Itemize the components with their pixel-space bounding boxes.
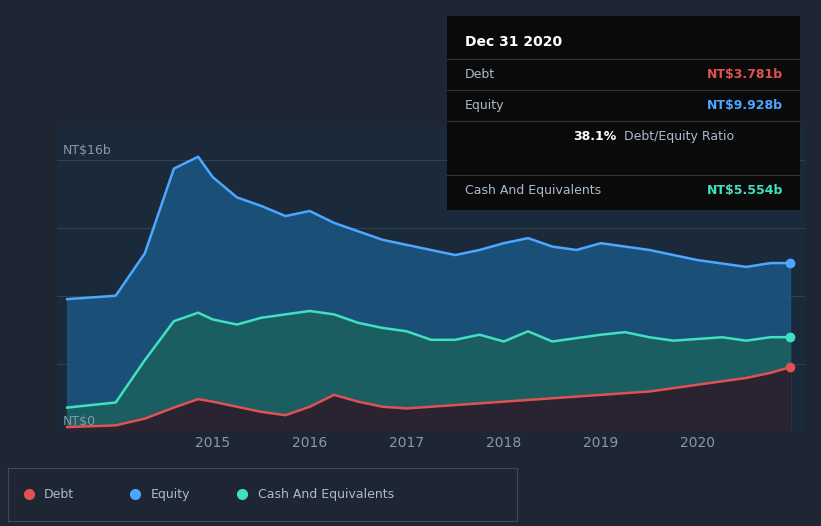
- Text: Debt/Equity Ratio: Debt/Equity Ratio: [624, 130, 734, 143]
- Text: Debt: Debt: [44, 488, 74, 501]
- Text: 38.1%: 38.1%: [574, 130, 617, 143]
- Text: Equity: Equity: [151, 488, 190, 501]
- Text: Cash And Equivalents: Cash And Equivalents: [258, 488, 394, 501]
- Text: Equity: Equity: [466, 99, 505, 112]
- Text: NT$9.928b: NT$9.928b: [707, 99, 783, 112]
- Text: Cash And Equivalents: Cash And Equivalents: [466, 185, 601, 197]
- Text: NT$0: NT$0: [62, 415, 95, 428]
- Text: NT$3.781b: NT$3.781b: [707, 68, 783, 80]
- Text: NT$16b: NT$16b: [62, 144, 111, 157]
- Text: Dec 31 2020: Dec 31 2020: [466, 35, 562, 49]
- Text: NT$5.554b: NT$5.554b: [706, 185, 783, 197]
- Text: Debt: Debt: [466, 68, 495, 80]
